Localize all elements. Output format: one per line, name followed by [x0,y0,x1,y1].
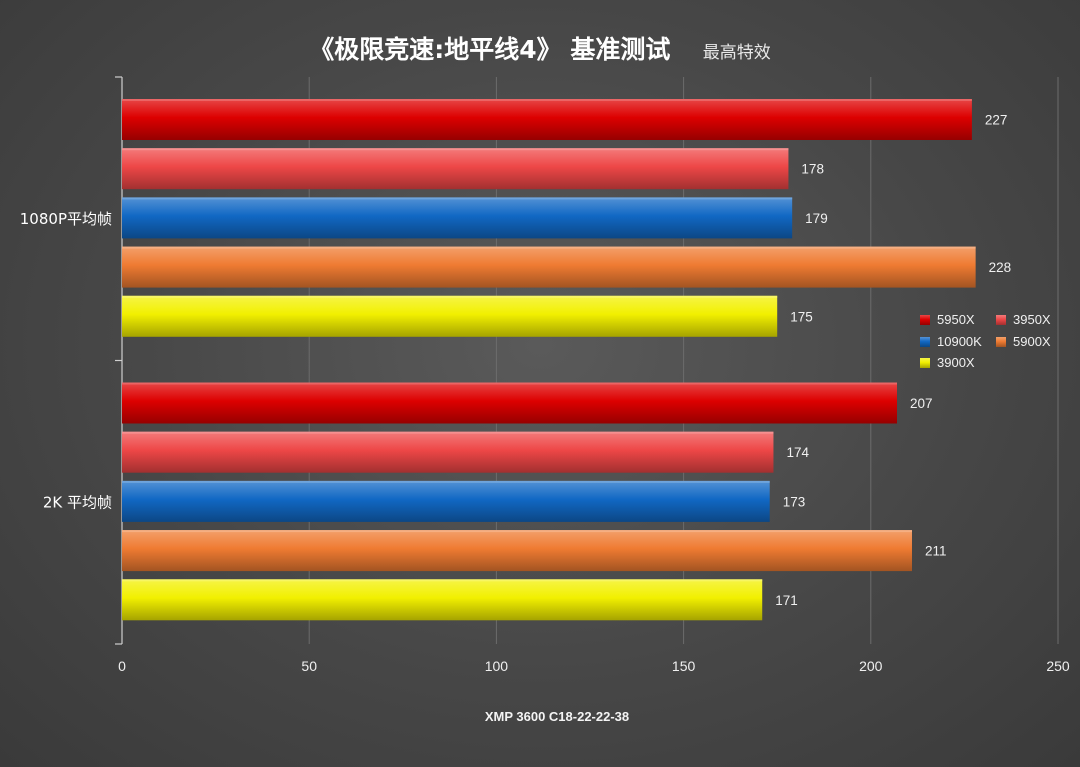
bar-highlight [122,295,778,298]
bars [122,99,976,621]
value-label: 207 [910,396,933,411]
value-label: 179 [805,211,828,226]
x-tick-label: 100 [485,658,509,674]
category-label: 1080P平均帧 [20,210,112,228]
bar-3900x-2k [122,579,763,621]
bar-highlight [122,99,972,101]
legend-label: 3900X [937,355,975,370]
bar-3950x-1080p [122,148,789,190]
value-label: 173 [783,494,806,509]
value-label: 174 [786,445,809,460]
chart-title-row: 《极限竞速:地平线4》 基准测试 最高特效 [0,30,1080,66]
bar-highlight [122,197,793,200]
x-axis-label: XMP 3600 C18-22-22-38 [485,709,629,724]
value-labels: 227 178 179 228 175 207 174 173 211 171 [775,113,1011,608]
bar-10900k-2k [122,480,770,522]
x-tick-label: 200 [859,658,883,674]
y-axis [115,76,123,645]
chart-subtitle: 最高特效 [702,43,771,63]
bar-highlight [122,579,763,582]
bar-highlight [122,530,912,533]
x-tick-label: 50 [301,658,317,674]
bar-highlight [122,246,976,249]
bar-highlight [122,382,898,385]
category-labels: 1080P平均帧 2K 平均帧 [20,210,112,512]
value-label: 175 [790,309,813,324]
legend-swatch [920,358,930,368]
bar-highlight [122,480,770,483]
bar-5900x-2k [122,530,912,572]
legend-label: 10900K [937,334,982,349]
legend-label: 5900X [1013,334,1051,349]
legend: 5950X 3950X 10900K 5900X 3900X [920,312,1051,370]
bar-3900x-1080p [122,295,778,337]
value-label: 178 [801,162,824,177]
bar-highlight [122,148,789,151]
legend-swatch [920,315,930,325]
bar-highlight [122,431,774,434]
chart-title: 《极限竞速:地平线4》 基准测试 [309,35,671,64]
bar-5900x-1080p [122,246,976,288]
legend-swatch [920,337,930,347]
x-tick-label: 0 [118,658,126,674]
legend-swatch [996,315,1006,325]
value-label: 227 [985,113,1008,128]
bar-3950x-2k [122,431,774,473]
category-label: 2K 平均帧 [43,493,112,511]
value-label: 171 [775,593,798,608]
bar-5950x-2k [122,382,898,424]
value-label: 211 [925,544,947,559]
legend-swatch [996,337,1006,347]
legend-label: 3950X [1013,312,1051,327]
bar-10900k-1080p [122,197,793,239]
bar-5950x-1080p [122,99,972,140]
x-axis-ticks: 0 50 100 150 200 250 [118,658,1070,674]
value-label: 228 [989,260,1012,275]
x-tick-label: 250 [1046,658,1070,674]
legend-label: 5950X [937,312,975,327]
x-tick-label: 150 [672,658,696,674]
